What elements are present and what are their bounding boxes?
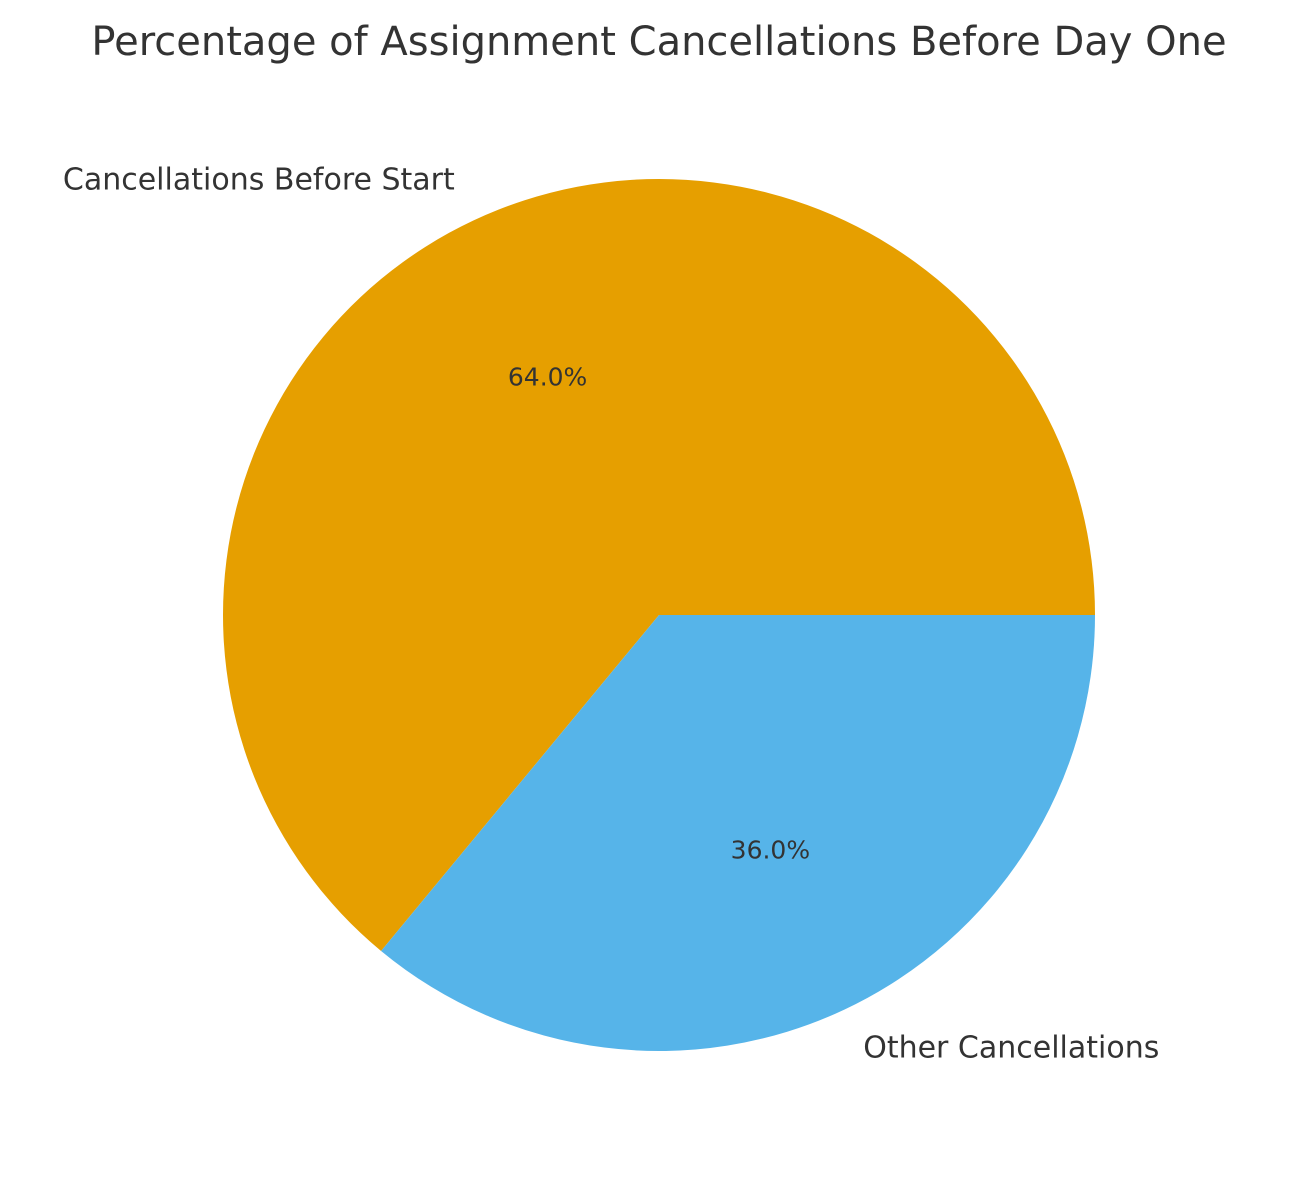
slice-label: Cancellations Before Start — [63, 163, 455, 198]
slice-label: Other Cancellations — [863, 1030, 1159, 1065]
pie-slice-0 — [222, 178, 1096, 951]
chart-title: Percentage of Assignment Cancellations B… — [91, 19, 1226, 65]
slice-percent-label: 64.0% — [508, 362, 587, 391]
slice-percent-label: 36.0% — [731, 836, 810, 865]
pie-slice-1 — [381, 615, 1095, 1051]
